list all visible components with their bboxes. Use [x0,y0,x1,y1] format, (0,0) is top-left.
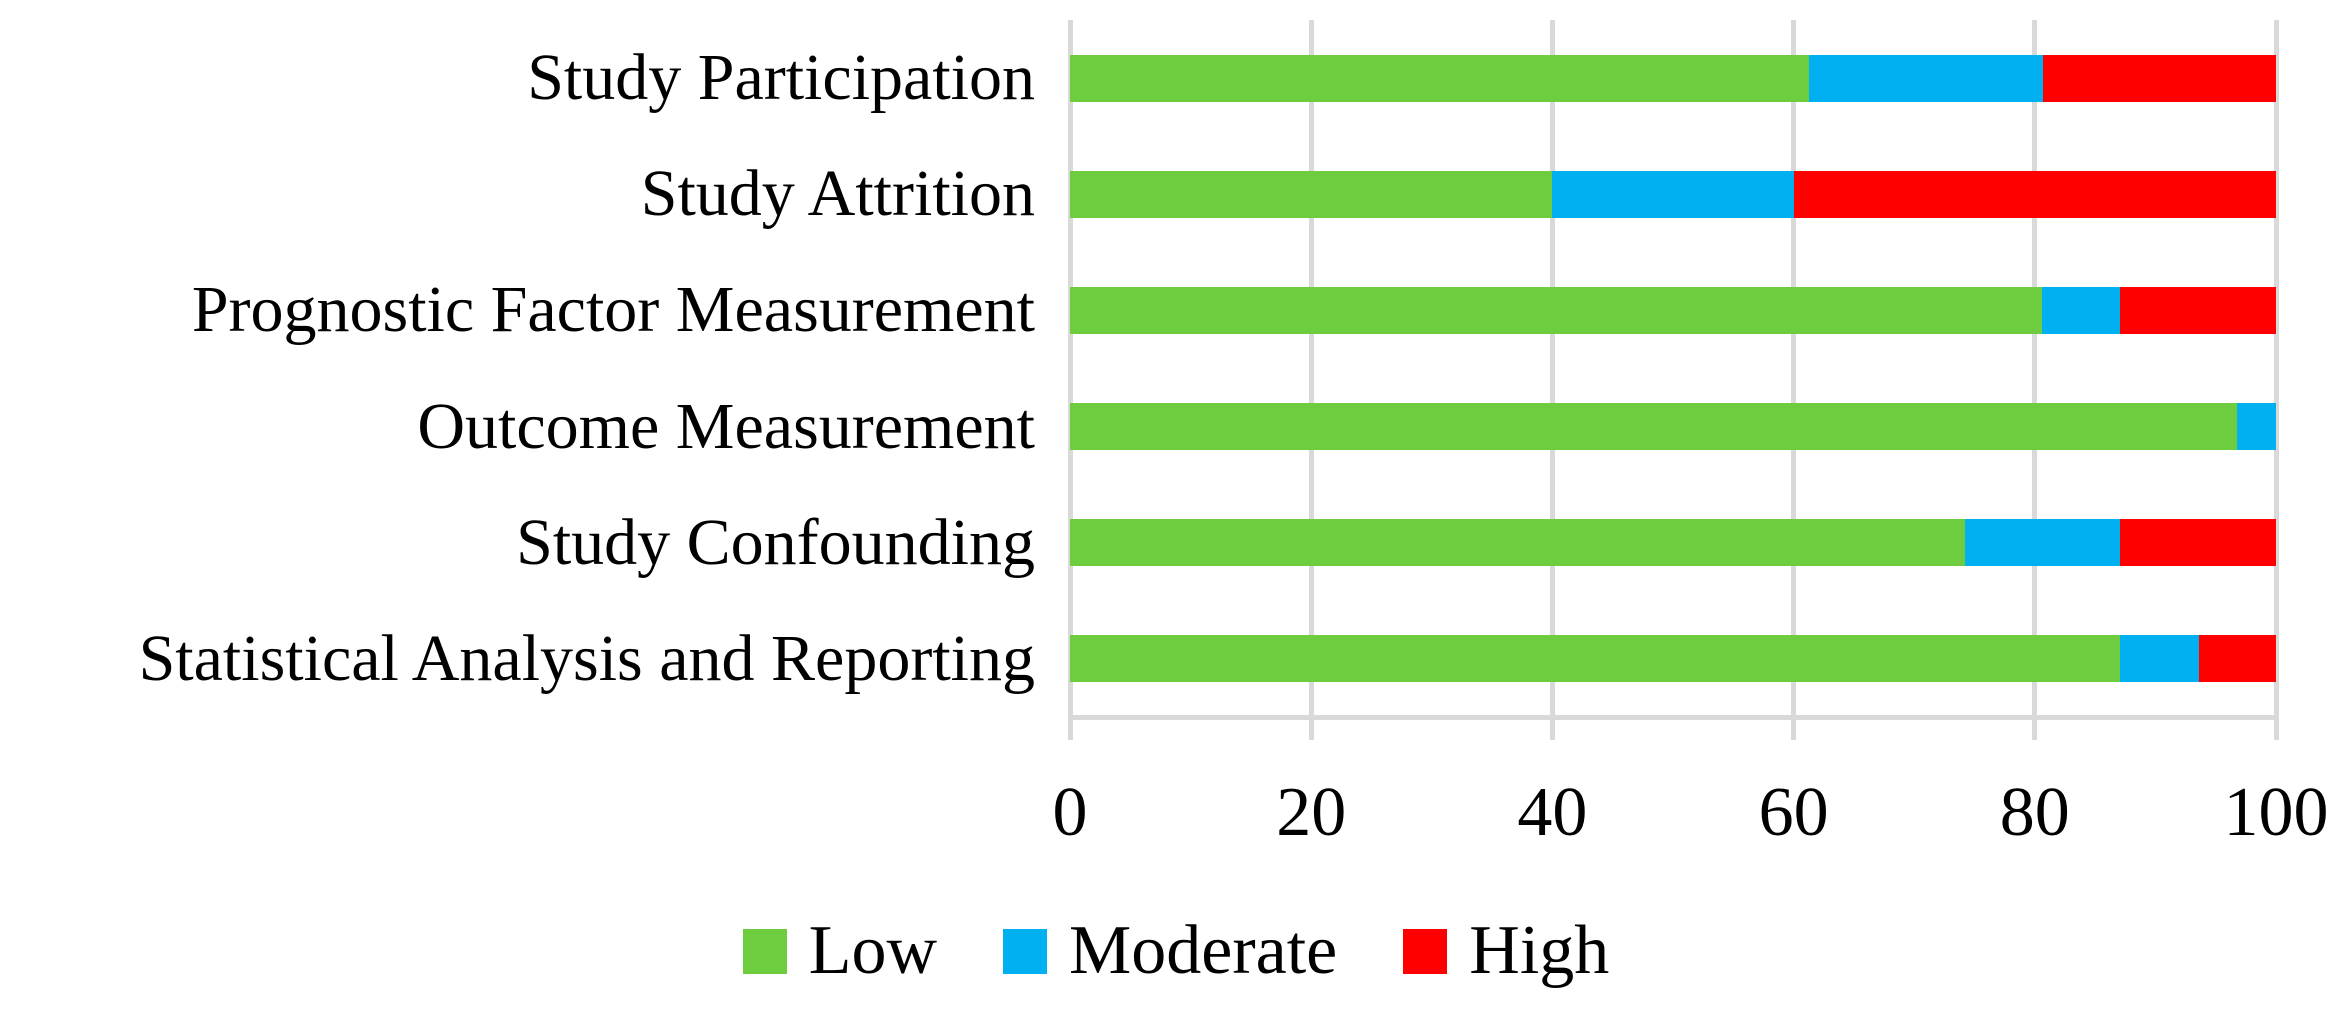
bar-segment-moderate [2042,286,2121,334]
legend-swatch-high [1403,928,1448,974]
gridline-x-20 [1308,20,1314,740]
bar-row [1070,286,2276,334]
legend-label: High [1469,912,1610,989]
bar-segment-low [1070,635,2121,683]
legend-item-high: High [1403,916,1609,986]
legend-swatch-moderate [1003,928,1048,974]
legend-label: Moderate [1069,912,1338,989]
category-label: Statistical Analysis and Reporting [138,621,1035,695]
bar-segment-moderate [1809,54,2044,102]
bar-segment-high [2198,635,2276,683]
category-label: Study Confounding [516,505,1035,579]
bar-row [1070,170,2276,218]
legend: Low Moderate High [0,916,2352,986]
bar-segment-low [1070,54,1810,102]
x-axis-line [1070,714,2276,720]
legend-swatch-low [742,928,787,974]
bar-segment-high [1793,170,2276,218]
bar-segment-low [1070,286,2043,334]
bar-segment-low [1070,519,1965,567]
bar-segment-high [2120,519,2276,567]
bar-row [1070,54,2276,102]
gridline-x-0 [1067,20,1073,740]
x-tick-label: 0 [1052,774,1088,851]
category-label: Study Participation [527,41,1035,115]
bar-row [1070,519,2276,567]
bar-segment-moderate [1964,519,2121,567]
bar-segment-high [2043,54,2276,102]
legend-label: Low [808,912,938,989]
bar-row [1070,635,2276,683]
bar-segment-moderate [1552,170,1794,218]
bar-segment-moderate [2237,403,2276,451]
category-label: Prognostic Factor Measurement [191,273,1035,347]
gridline-x-60 [1791,20,1797,740]
category-label: Study Attrition [640,157,1035,231]
legend-item-moderate: Moderate [1003,916,1337,986]
x-tick-label: 20 [1276,774,1347,851]
bar-segment-high [2120,286,2276,334]
category-label: Outcome Measurement [417,389,1035,463]
gridline-x-40 [1549,20,1555,740]
x-tick-label: 100 [2223,774,2329,851]
x-tick-label: 60 [1758,774,1829,851]
gridline-x-100 [2273,20,2279,740]
gridline-x-80 [2032,20,2038,740]
legend-item-low: Low [742,912,938,989]
bar-segment-low [1070,403,2238,451]
bar-row [1070,403,2276,451]
bar-segment-low [1070,170,1553,218]
x-tick-label: 80 [1999,774,2070,851]
bar-segment-moderate [2120,635,2199,683]
x-tick-label: 40 [1517,774,1588,851]
